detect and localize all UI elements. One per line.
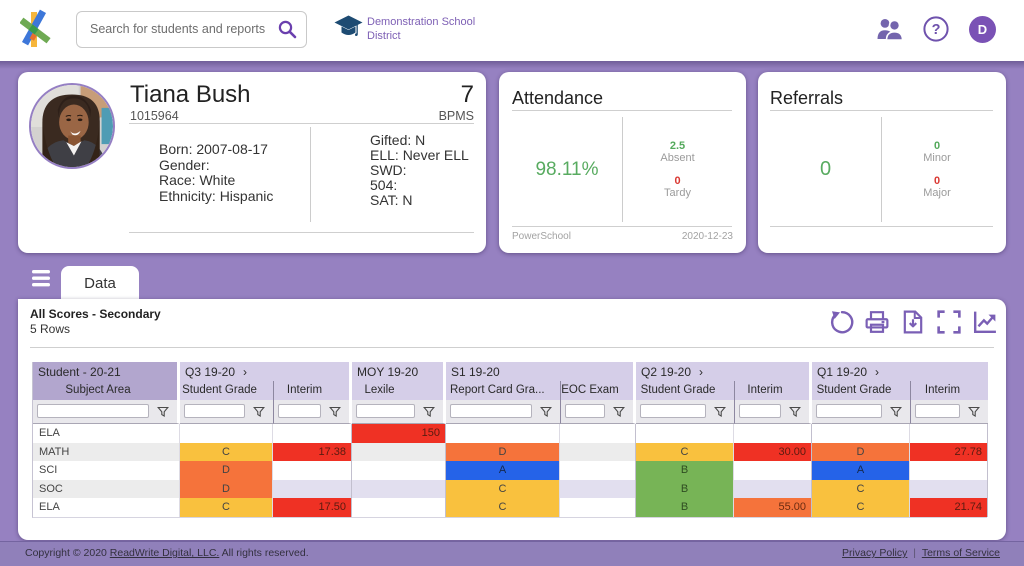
svg-text:?: ?	[932, 22, 941, 38]
